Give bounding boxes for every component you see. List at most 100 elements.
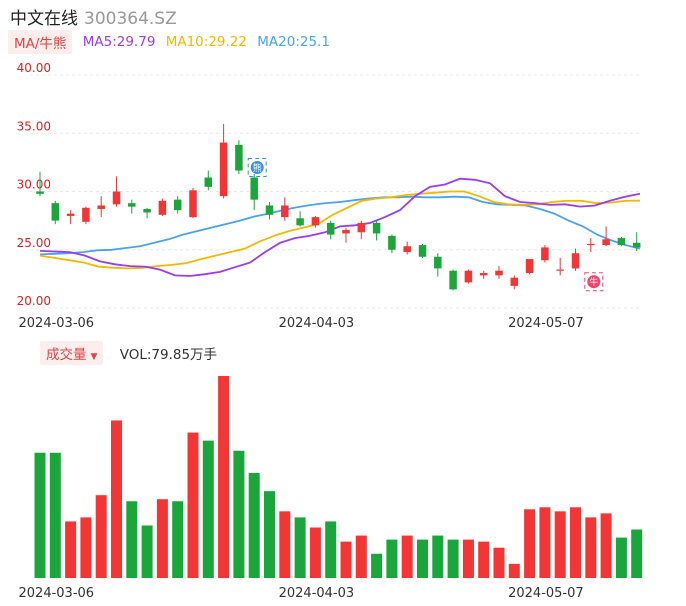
indicator-label: MA/牛熊	[14, 36, 67, 52]
candle-body	[571, 253, 580, 269]
badge-dot	[250, 161, 264, 175]
ma5-value: MA5:29.79	[82, 34, 156, 50]
volume-bar	[95, 495, 107, 578]
candle-body	[525, 259, 534, 274]
candle-body	[326, 222, 335, 235]
volume-selector[interactable]: 成交量 ▼	[40, 341, 104, 365]
volume-indicator-label: 成交量	[46, 347, 87, 363]
candle-body	[541, 247, 549, 261]
volume-bar	[508, 563, 520, 578]
volume-bar	[615, 537, 627, 578]
volume-bar	[202, 440, 214, 578]
volume-bar	[80, 517, 92, 578]
volume-bar	[49, 452, 61, 578]
ma5-line	[39, 177, 641, 277]
volume-bar	[447, 539, 459, 578]
ma-lines	[39, 177, 641, 277]
badge-frame	[584, 272, 604, 292]
candle-body	[311, 217, 320, 226]
candle-body	[143, 208, 151, 213]
candle-body	[388, 235, 396, 250]
volume-bar	[187, 432, 199, 578]
candle-body	[510, 277, 519, 286]
candle-body	[372, 222, 381, 234]
candle-body	[219, 142, 228, 197]
candle-body	[296, 218, 304, 226]
volume-bar	[401, 535, 413, 578]
candle-body	[112, 191, 121, 205]
stock-code: 300364.SZ	[84, 9, 177, 29]
date-axis-volume: 2024-03-06 2024-04-03 2024-05-07	[19, 586, 584, 601]
volume-bar	[248, 472, 260, 578]
badge-dot	[587, 275, 601, 289]
candle-body	[617, 238, 626, 246]
y-tick-label: 30.00	[17, 178, 51, 192]
date-axis-price: 2024-03-06 2024-04-03 2024-05-07	[19, 316, 584, 331]
volume-bar	[478, 541, 490, 578]
candle-body	[82, 207, 90, 222]
badge-label: 牛	[589, 276, 598, 288]
ma20-line	[39, 195, 641, 256]
volume-bar	[585, 517, 597, 578]
stock-title: 中文在线 300364.SZ	[10, 4, 177, 29]
volume-bar	[539, 507, 551, 578]
volume-bar	[524, 509, 536, 578]
candle-body	[66, 213, 75, 216]
volume-bar	[111, 420, 122, 578]
candle-body	[342, 229, 350, 234]
candle-body	[479, 273, 488, 276]
x-tick-label: 2024-03-06	[19, 316, 95, 331]
candle-body	[158, 200, 167, 215]
candle-body	[403, 246, 411, 253]
candle-body	[449, 270, 457, 290]
candle-body	[464, 270, 473, 283]
volume-bar	[386, 539, 398, 578]
price-axis: 40.00 35.00 30.00 25.00 20.00	[17, 61, 51, 308]
candle-body	[173, 199, 182, 211]
candle-body	[434, 256, 442, 269]
candle-body	[602, 239, 610, 246]
candle-body	[357, 222, 366, 233]
x-tick-label: 2024-04-03	[279, 586, 355, 601]
candle-body	[587, 243, 595, 246]
y-tick-label: 35.00	[17, 119, 51, 133]
y-tick-label: 20.00	[17, 294, 51, 308]
candle-body	[265, 205, 274, 215]
volume-bars	[34, 376, 643, 578]
ma10-line	[39, 190, 641, 270]
volume-bar	[462, 539, 474, 578]
volume-value: VOL:79.85万手	[119, 347, 218, 363]
x-tick-label: 2024-03-06	[19, 586, 95, 601]
badge-label: 熊	[253, 162, 262, 174]
volume-bar	[264, 491, 275, 578]
y-tick-label: 40.00	[17, 61, 51, 75]
x-tick-label: 2024-05-07	[508, 586, 584, 601]
volume-bar	[126, 501, 138, 578]
volume-bar	[279, 511, 291, 578]
ma20-value: MA20:25.1	[257, 34, 330, 50]
candle-body	[51, 203, 60, 221]
volume-bar	[355, 535, 367, 578]
volume-bar	[172, 501, 184, 578]
volume-bar	[631, 529, 643, 578]
volume-bar	[554, 511, 566, 578]
volume-bar	[218, 376, 230, 578]
candle-body	[97, 205, 105, 209]
candle-body	[632, 242, 641, 248]
x-tick-label: 2024-04-03	[279, 316, 355, 331]
candle-body	[556, 269, 564, 271]
volume-bar	[156, 499, 168, 578]
volume-bar	[340, 541, 352, 578]
candle-body	[250, 177, 258, 200]
indicator-selector[interactable]: MA/牛熊	[8, 30, 73, 54]
volume-bar	[325, 521, 337, 578]
signal-badges: 熊牛	[247, 158, 604, 292]
volume-legend: 成交量 ▼ VOL:79.85万手	[40, 341, 217, 365]
candles	[36, 123, 641, 291]
volume-bar	[432, 535, 444, 578]
volume-bar	[294, 517, 306, 578]
candle-body	[189, 190, 197, 218]
candle-body	[495, 270, 503, 276]
caret-down-icon: ▼	[90, 352, 98, 362]
